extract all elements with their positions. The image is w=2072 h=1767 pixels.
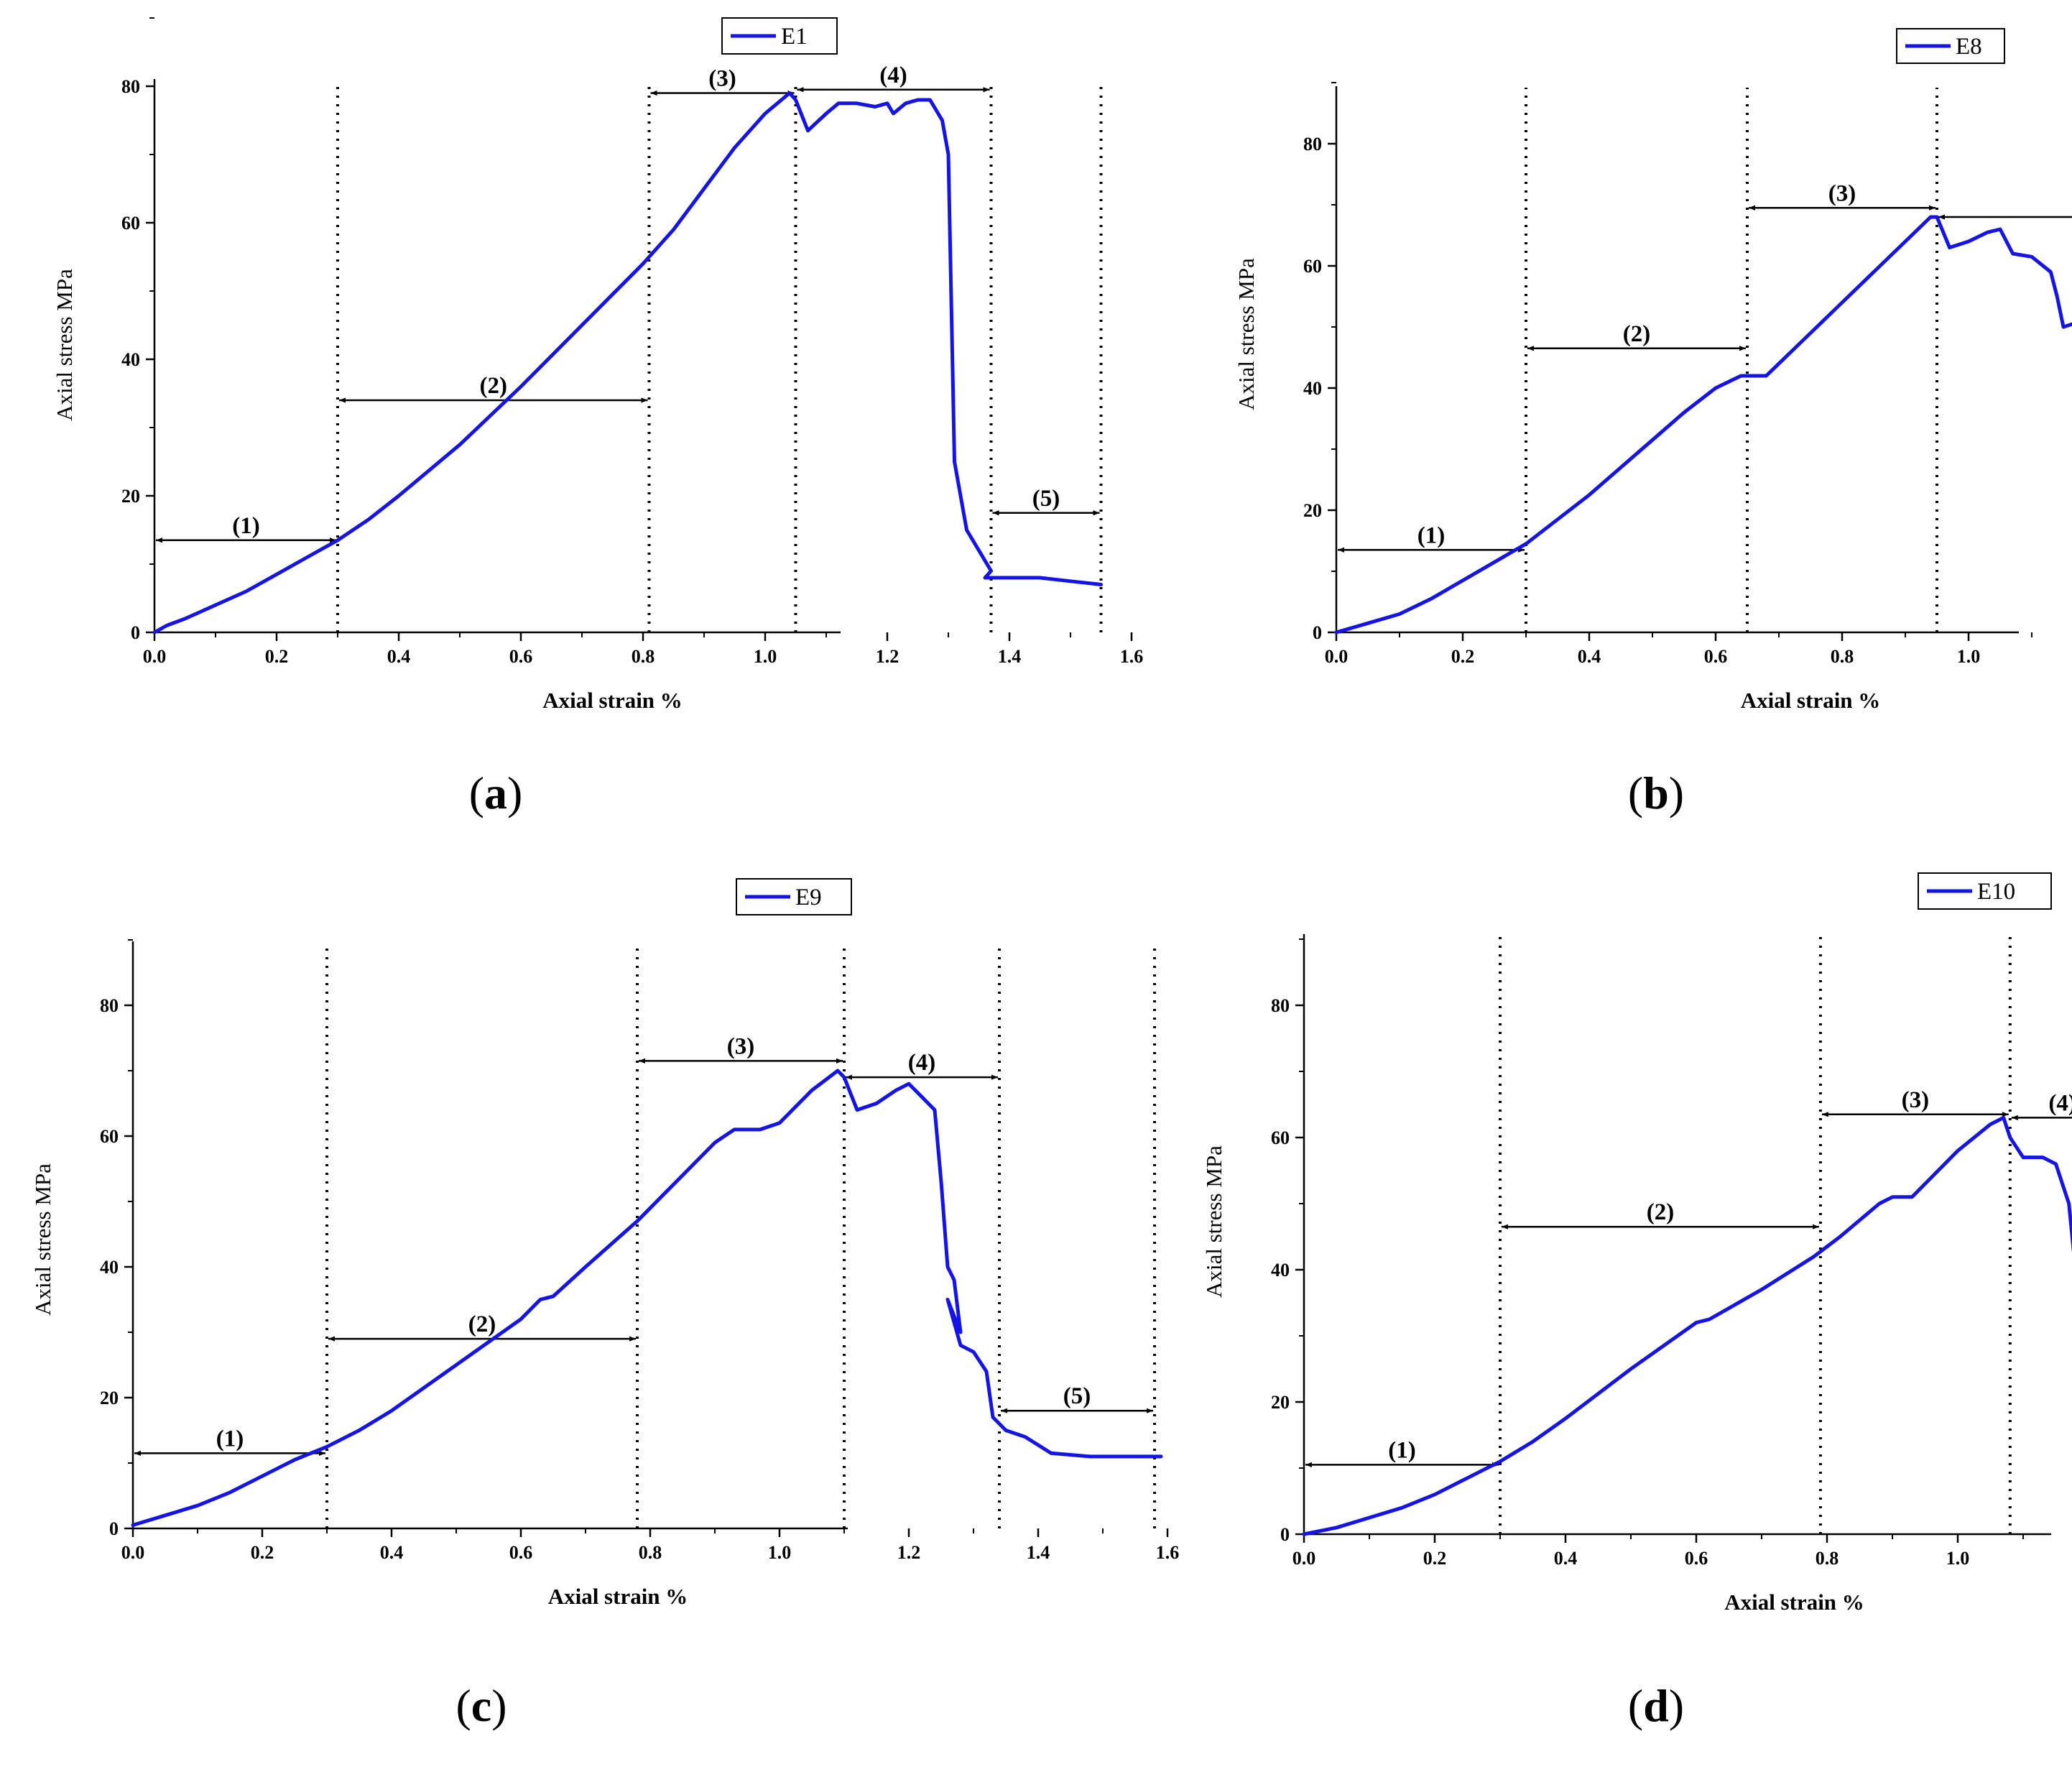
legend: E10 [1918,872,2052,910]
y-tick-label: 60 [1271,1127,1290,1148]
x-tick-label: 1.4 [1027,1542,1050,1563]
x-tick-label: 0.0 [143,646,167,667]
x-axis-label: Axial strain % [1741,688,1881,713]
x-tick-label: 0.2 [265,646,289,667]
y-axis-label: Axial stress MPa [30,1163,55,1316]
x-tick-label: 0.6 [1685,1548,1708,1569]
phase-label: (3) [1828,180,1856,206]
y-tick-label: 20 [1303,500,1322,521]
panel-caption: (c) [455,1680,507,1731]
phase-label: (3) [727,1033,754,1059]
panel-caption: (d) [1628,1680,1684,1731]
phase-label: (4) [2048,1090,2072,1116]
y-tick-label: 40 [100,1257,119,1278]
y-tick-label: 80 [1303,134,1322,154]
legend-label: E9 [795,885,822,910]
series-line-E1 [152,91,1103,635]
x-tick-label: 1.6 [1120,646,1144,667]
x-tick-label: 1.4 [998,646,1022,667]
x-tick-label: 1.0 [1957,646,1981,667]
y-tick-label: 80 [121,76,140,97]
phase-label: (1) [216,1426,244,1452]
x-tick-label: 0.4 [1578,646,1601,667]
y-tick-label: 40 [121,349,140,370]
phase-label: (4) [908,1050,935,1076]
chart-c: 0.0 0.2 0.4 0.6 0.8 1.0 1.2 1.4 1.6 0 20 40 60 80 Axia… [30,878,1180,1731]
legend-label: E10 [1977,879,2015,905]
legend: E1 [721,17,838,55]
legend: E9 [736,878,852,915]
x-axis-label: Axial strain % [1724,1590,1864,1615]
phase-label: (3) [708,66,736,92]
legend-label: E8 [1956,34,1982,60]
phase-label: (1) [1417,522,1445,548]
phase-label: (2) [1647,1199,1674,1225]
y-tick-label: 60 [100,1126,119,1147]
phase-label: (2) [468,1311,496,1337]
chart-a: 0.0 0.2 0.4 0.6 0.8 1.0 1.2 1.4 1.6 0 20 40 60 80 Axia… [52,17,1144,818]
x-tick-label: 1.0 [768,1542,792,1563]
series-line-E9 [131,1069,1163,1527]
legend: E8 [1896,28,2005,64]
y-tick-label: 0 [1313,622,1322,643]
x-tick-label: 0.4 [387,646,411,667]
phase-label: (1) [232,513,259,539]
y-tick-label: 20 [100,1388,119,1408]
x-tick-label: 0.8 [1816,1548,1839,1569]
y-tick-label: 0 [109,1518,119,1539]
y-tick-label: 80 [100,995,119,1016]
y-axis-label: Axial stress MPa [1234,258,1259,410]
panel-caption: (a) [469,767,523,818]
x-tick-label: 0.8 [1831,646,1854,667]
chart-b: 0.00.20.40.60.81.01.21.41.6020406080Axia… [1234,28,2072,818]
x-tick-label: 0.8 [632,646,655,667]
x-tick-label: 0.6 [1704,646,1728,667]
series-line-E10 [1302,1115,2072,1536]
x-axis-label: Axial strain % [548,1584,688,1609]
chart-d: 0.00.20.40.60.81.01.21.41.6020406080Axia… [1201,872,2072,1731]
legend-label: E1 [781,24,808,50]
x-tick-label: 1.6 [1156,1542,1180,1563]
phase-label: (1) [1388,1437,1415,1463]
y-tick-label: 60 [121,213,140,234]
series-line-E8 [1334,215,2072,635]
x-tick-label: 1.2 [876,646,899,667]
x-tick-label: 0.6 [509,646,533,667]
phase-label: (5) [1063,1383,1091,1409]
x-tick-label: 0.2 [1451,646,1475,667]
y-tick-label: 0 [1280,1524,1290,1545]
x-tick-label: 0.0 [1292,1548,1316,1569]
x-tick-label: 0.2 [251,1542,274,1563]
phase-label: (4) [879,63,907,88]
x-tick-label: 1.0 [1946,1548,1970,1569]
x-tick-label: 0.6 [509,1542,533,1563]
panel-caption: (b) [1628,767,1684,818]
y-axis-label: Axial stress MPa [52,269,77,421]
y-tick-label: 20 [121,486,140,507]
x-tick-label: 0.2 [1423,1548,1447,1569]
phase-label: (2) [1623,321,1650,347]
y-tick-label: 60 [1303,256,1322,277]
y-tick-label: 0 [131,622,140,643]
y-tick-label: 40 [1303,378,1322,399]
y-tick-label: 80 [1271,995,1290,1016]
y-tick-label: 20 [1271,1392,1290,1413]
x-tick-label: 0.0 [1325,646,1349,667]
phase-label: (5) [1032,486,1060,512]
x-tick-label: 1.0 [754,646,777,667]
phase-label: (3) [1902,1087,1929,1113]
x-tick-label: 0.0 [121,1542,145,1563]
x-tick-label: 0.4 [1554,1548,1578,1569]
y-axis-label: Axial stress MPa [1201,1145,1226,1298]
y-tick-label: 40 [1271,1260,1290,1281]
x-tick-label: 1.2 [897,1542,921,1563]
phase-label: (2) [480,373,507,399]
x-axis-label: Axial strain % [542,688,683,713]
x-tick-label: 0.4 [380,1542,404,1563]
x-tick-label: 0.8 [639,1542,662,1563]
